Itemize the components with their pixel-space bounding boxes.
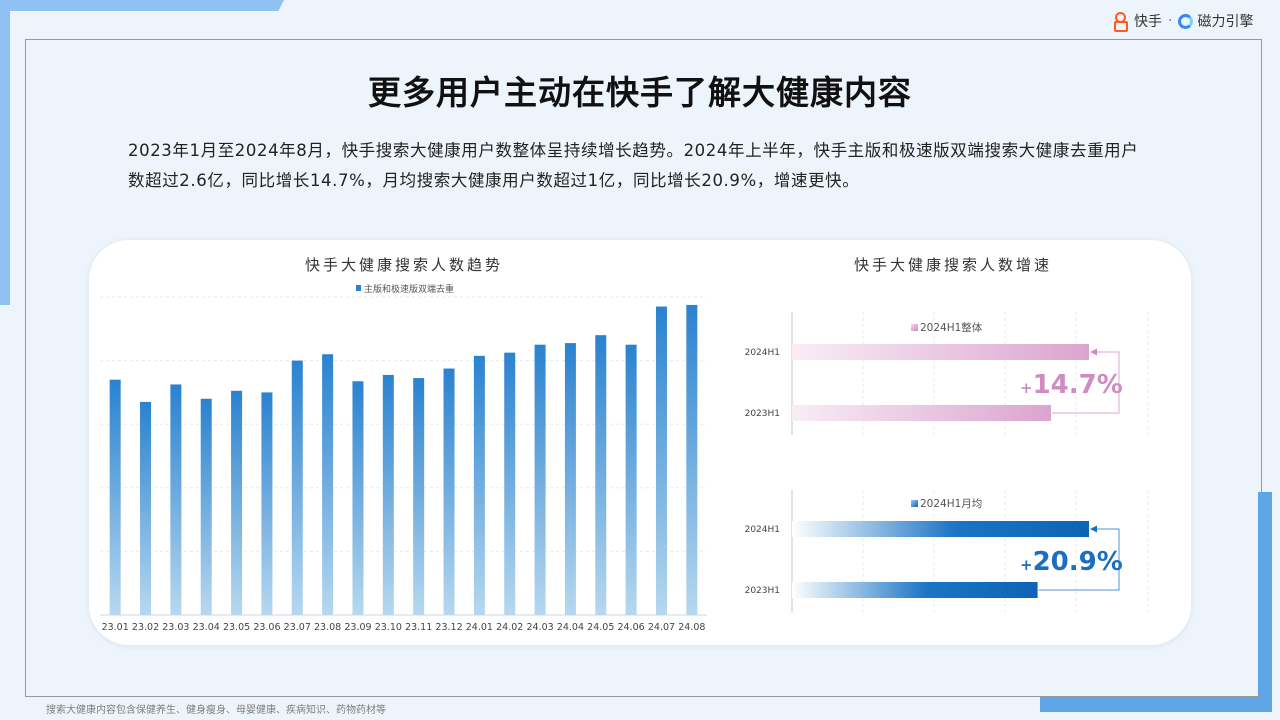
footnote: 搜索大健康内容包含保健养生、健身瘦身、母婴健康、疾病知识、药物药材等: [46, 705, 386, 716]
growth-arrowhead: [1090, 348, 1097, 356]
bar-23.11: [413, 378, 425, 615]
growth-rate-label: +20.9%: [1020, 547, 1123, 577]
growth-rate-label: +14.7%: [1020, 370, 1123, 400]
page-title: 更多用户主动在快手了解大健康内容: [368, 73, 912, 112]
x-tick-label: 23.08: [314, 622, 341, 633]
brand-logo: 快手 · 磁力引擎: [1114, 10, 1253, 32]
bar-24.06: [625, 344, 637, 615]
bar-24.07: [655, 306, 667, 615]
bar-23.02: [140, 401, 152, 615]
x-tick-label: 23.03: [162, 622, 189, 633]
bar-23.10: [382, 374, 394, 615]
bar-24.05: [595, 335, 607, 615]
bar-23.06: [261, 392, 273, 615]
bar-2023H1: [792, 405, 1051, 421]
bar-23.01: [109, 379, 121, 615]
legend-label: 主版和极速版双端去重: [364, 283, 454, 295]
y-tick-label: 2024H1: [745, 525, 780, 535]
decoration-bottom-bar: [1040, 697, 1272, 712]
bar-23.04: [200, 398, 212, 615]
x-tick-label: 24.08: [678, 622, 705, 633]
x-tick-label: 23.12: [435, 622, 462, 633]
logo-separator: ·: [1168, 13, 1173, 29]
growth-connector: [1051, 351, 1120, 414]
charts-card: [89, 240, 1191, 645]
kuaishou-logo-text: 快手: [1134, 14, 1162, 30]
page-description: 2023年1月至2024年8月，快手搜索大健康用户数整体呈持续增长趋势。2024…: [128, 141, 1139, 190]
bar-24.01: [473, 355, 485, 615]
x-tick-label: 23.10: [375, 622, 402, 633]
kuaishou-logo-icon: [1114, 12, 1130, 32]
y-tick-label: 2023H1: [745, 409, 780, 419]
trend-chart-title: 快手大健康搜索人数趋势: [305, 256, 504, 274]
x-tick-label: 23.01: [102, 622, 129, 633]
bar-23.05: [231, 390, 243, 615]
growth-chart-title: 快手大健康搜索人数增速: [854, 256, 1053, 274]
x-tick-label: 24.04: [557, 622, 584, 633]
bar-23.12: [443, 368, 455, 615]
growth-panel-2: 2024H1月均 2024H1 2023H1 +20.9%: [745, 490, 1149, 612]
bar-23.08: [322, 354, 334, 615]
bar-2023H1: [792, 582, 1038, 598]
x-tick-label: 24.02: [496, 622, 523, 633]
legend-swatch: [911, 324, 918, 331]
x-tick-label: 23.06: [253, 622, 280, 633]
x-tick-label: 23.11: [405, 622, 432, 633]
x-tick-label: 23.07: [284, 622, 311, 633]
decoration-top-bar: [0, 0, 284, 11]
legend-swatch: [355, 285, 361, 291]
trend-bar-chart: 主版和极速版双端去重 23.01 23.02 23.03 23.04 23.05 23.0…: [100, 283, 707, 633]
bar-23.07: [291, 360, 303, 615]
y-tick-label: 2023H1: [745, 586, 780, 596]
x-tick-label: 24.07: [648, 622, 675, 633]
legend-label: 2024H1整体: [920, 321, 983, 334]
x-tick-label: 23.05: [223, 622, 250, 633]
x-tick-label: 24.03: [526, 622, 553, 633]
bar-24.03: [534, 344, 546, 615]
legend-label: 2024H1月均: [920, 498, 982, 510]
cili-logo-text: 磁力引擎: [1197, 14, 1254, 30]
x-tick-label: 24.05: [587, 622, 614, 633]
cili-logo-icon: [1178, 13, 1194, 29]
growth-connector: [1038, 528, 1120, 591]
x-tick-label: 23.09: [344, 622, 371, 633]
growth-panel-1: 2024H1整体 2024H1 2023H1 +14.7%: [745, 312, 1149, 435]
slide-frame: [25, 39, 1262, 697]
bar-23.03: [170, 384, 182, 615]
x-tick-label: 23.04: [193, 622, 220, 633]
y-tick-label: 2024H1: [745, 348, 780, 358]
bar-24.08: [686, 304, 698, 615]
bar-2024H1: [792, 521, 1089, 537]
bar-24.02: [504, 352, 516, 615]
growth-arrowhead: [1090, 525, 1097, 533]
bar-2024H1: [792, 344, 1089, 360]
x-tick-label: 24.01: [466, 622, 493, 633]
x-tick-label: 24.06: [618, 622, 645, 633]
x-tick-label: 23.02: [132, 622, 159, 633]
bar-23.09: [352, 381, 364, 615]
decoration-left-bar: [0, 0, 10, 305]
bar-24.04: [564, 343, 576, 615]
legend-swatch: [911, 500, 918, 507]
growth-bar-chart: 2024H1整体2024H12023H1+14.7%2024H1月均2024H1…: [745, 312, 1149, 612]
